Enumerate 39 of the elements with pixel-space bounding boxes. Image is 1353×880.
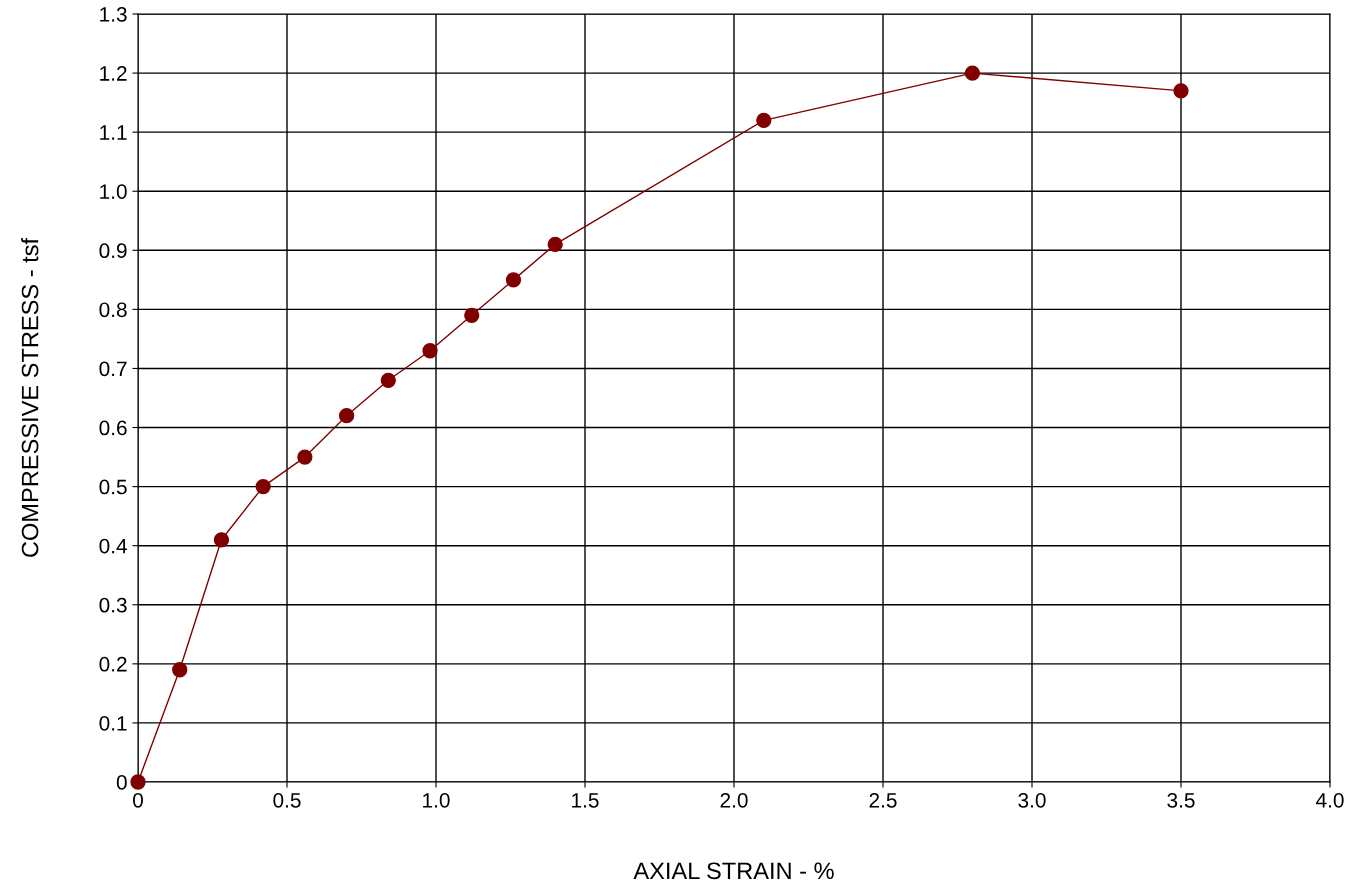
x-tick-label: 4.0 bbox=[1316, 792, 1344, 808]
y-tick-label: 0.5 bbox=[99, 479, 127, 495]
y-tick-label: 0.9 bbox=[99, 243, 127, 259]
point bbox=[756, 112, 772, 128]
x-tick-label: 1.5 bbox=[572, 793, 599, 808]
point bbox=[255, 478, 271, 495]
y-tick-label: 0.2 bbox=[99, 656, 127, 672]
point bbox=[422, 343, 438, 359]
x-tick-label: 3.5 bbox=[1167, 792, 1195, 808]
point bbox=[338, 408, 355, 424]
point bbox=[547, 236, 563, 253]
y-tick-label: 0.1 bbox=[99, 715, 127, 731]
x-tick-label: 2.5 bbox=[869, 792, 897, 808]
y-tick-label: 1.1 bbox=[100, 125, 127, 140]
y-tick-label: 0.8 bbox=[99, 302, 127, 318]
point bbox=[505, 272, 522, 288]
x-tick-label: 1.0 bbox=[423, 792, 450, 808]
y-tick-label: 0.7 bbox=[99, 361, 127, 377]
point bbox=[213, 532, 230, 548]
point bbox=[297, 449, 313, 465]
x-tick-label: 2.0 bbox=[720, 792, 748, 808]
point bbox=[380, 372, 396, 388]
y-tick-label: 0 bbox=[116, 775, 127, 790]
y-tick-label: 0.6 bbox=[99, 420, 127, 436]
x-tick-label: 0 bbox=[133, 792, 143, 808]
x-axis-title: AXIAL STRAIN - % bbox=[633, 862, 834, 880]
y-tick-label: 0.3 bbox=[99, 597, 127, 613]
point bbox=[1173, 83, 1189, 99]
y-tick-label: 1.2 bbox=[100, 66, 127, 81]
y-tick-label: 1.3 bbox=[100, 7, 127, 22]
y-tick-label: 0.4 bbox=[99, 538, 127, 554]
point bbox=[172, 662, 188, 678]
point bbox=[464, 307, 480, 323]
y-tick-label: 1.0 bbox=[100, 184, 127, 199]
y-axis-title: COMPRESSIVE STRESS - tsf bbox=[21, 237, 39, 557]
x-tick-label: 3.0 bbox=[1018, 792, 1046, 808]
point bbox=[130, 774, 146, 790]
x-tick-label: 0.5 bbox=[273, 792, 301, 808]
point bbox=[964, 65, 981, 81]
